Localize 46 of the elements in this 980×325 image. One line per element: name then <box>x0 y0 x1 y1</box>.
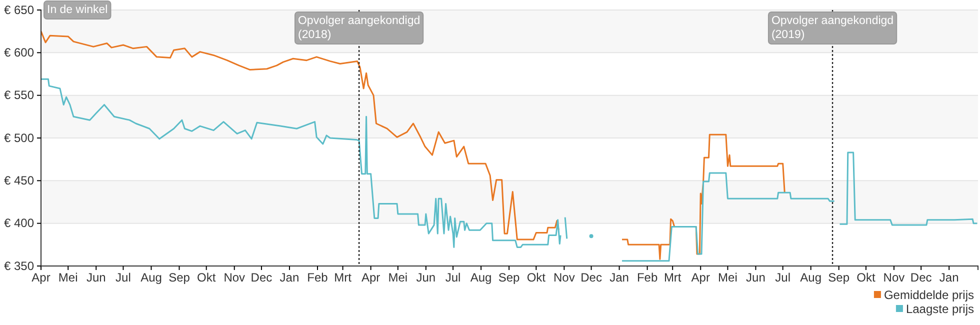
y-tick-label: € 650 <box>4 2 34 17</box>
x-tick-label: Jul <box>775 270 790 285</box>
x-tick-label: Apr <box>691 270 710 285</box>
annotation: In de winkel <box>47 4 108 16</box>
x-tick-label: Sep <box>828 270 850 285</box>
x-tick-label: Aug <box>800 270 822 285</box>
y-tick-label: € 400 <box>4 216 34 230</box>
y-tick-label: € 550 <box>4 88 34 102</box>
y-tick-label: € 450 <box>4 174 34 188</box>
x-tick-label: Jan <box>610 270 629 285</box>
ref-line-label: Opvolger aangekondigd (2019) <box>771 15 894 41</box>
x-tick-label: Okt <box>856 270 876 285</box>
x-tick-label: Jan <box>939 270 959 285</box>
x-tick-label: Dec <box>250 270 272 285</box>
x-tick-label: Apr <box>32 270 50 285</box>
y-tick-label: € 600 <box>4 46 34 60</box>
legend-label: Gemiddelde prijs <box>884 288 974 302</box>
x-tick-label: Aug <box>470 270 492 285</box>
x-tick-label: Mei <box>388 270 408 285</box>
x-tick-label: Okt <box>197 270 216 285</box>
x-tick-label: Sep <box>498 270 520 285</box>
x-tick-label: Mei <box>58 270 78 285</box>
x-tick-label: Mei <box>718 270 738 285</box>
x-tick-label: Jun <box>746 270 766 285</box>
x-tick-label: Feb <box>636 270 658 285</box>
x-tick-label: Apr <box>361 270 380 285</box>
x-tick-label: Feb <box>307 270 328 285</box>
ref-line-label: Opvolger aangekondigd (2018) <box>298 15 420 41</box>
x-tick-label: Aug <box>140 270 162 285</box>
y-tick-label: € 500 <box>4 130 34 145</box>
x-tick-label: Mrt <box>664 270 682 285</box>
x-tick-label: Mrt <box>334 270 352 285</box>
x-tick-label: Jun <box>416 270 436 285</box>
x-tick-label: Jan <box>280 270 300 285</box>
x-tick-label: Nov <box>883 270 905 285</box>
x-tick-label: Nov <box>224 270 246 285</box>
legend-label: Laagste prijs <box>906 302 974 316</box>
x-tick-label: Jun <box>86 270 106 285</box>
y-tick-label: € 350 <box>4 258 34 273</box>
x-tick-label: Dec <box>910 270 932 285</box>
x-tick-label: Sep <box>168 270 190 285</box>
x-tick-label: Dec <box>580 270 602 285</box>
x-tick-label: Okt <box>526 270 546 285</box>
x-tick-label: Nov <box>553 270 575 285</box>
x-tick-label: Jul <box>445 270 461 285</box>
x-tick-label: Jul <box>116 270 131 285</box>
